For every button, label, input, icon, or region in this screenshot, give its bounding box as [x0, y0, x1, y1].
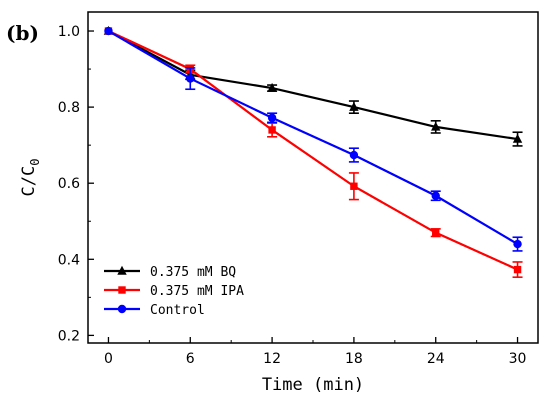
data-point	[513, 265, 522, 274]
data-point	[512, 133, 523, 143]
data-point	[350, 182, 358, 190]
data-point	[267, 113, 277, 122]
x-axis: 0 6 12 18 24 30	[104, 337, 526, 367]
data-point	[268, 126, 276, 134]
x-tick-label: 24	[427, 351, 445, 367]
data-point	[432, 228, 440, 237]
series-1	[103, 25, 523, 147]
data-point	[431, 191, 440, 200]
data-point	[349, 150, 359, 160]
series-3	[104, 26, 523, 252]
data-point	[513, 239, 522, 249]
legend-entry: Control	[104, 303, 205, 318]
y-tick-label: 0.6	[58, 176, 80, 192]
legend-entry: 0.375 mM BQ	[104, 265, 236, 280]
legend-label: 0.375 mM BQ	[150, 265, 236, 280]
y-tick-label: 0.4	[58, 252, 80, 268]
x-tick-label: 30	[509, 351, 527, 367]
series-layer	[103, 25, 523, 278]
x-tick-label: 6	[186, 351, 195, 367]
series-line	[107, 30, 519, 246]
y-axis-title-subscript: 0	[28, 159, 42, 166]
series-line	[107, 30, 518, 141]
legend-label: Control	[150, 303, 205, 318]
legend-label: 0.375 mM IPA	[150, 284, 244, 299]
y-axis: 0.2 0.4 0.6 0.8 1.0	[58, 24, 94, 344]
x-tick-label: 18	[345, 351, 363, 367]
y-tick-label: 1.0	[58, 24, 80, 40]
legend-entry: 0.375 mM IPA	[104, 284, 244, 299]
svg-text:C/C0: C/C0	[19, 159, 42, 197]
x-tick-label: 12	[263, 351, 281, 367]
data-point	[117, 265, 127, 275]
data-point	[431, 121, 441, 131]
data-point	[117, 304, 127, 314]
data-point	[267, 82, 277, 92]
data-point	[104, 26, 113, 36]
data-point	[186, 74, 195, 83]
x-tick-label: 0	[104, 351, 113, 367]
y-tick-label: 0.8	[58, 100, 80, 116]
data-point	[118, 286, 126, 294]
data-point	[349, 101, 359, 111]
series-line	[107, 30, 518, 271]
y-axis-title: C/C0	[19, 159, 42, 197]
legend: 0.375 mM BQ 0.375 mM IPA Control	[104, 265, 244, 318]
y-axis-title-main: C/C	[19, 166, 39, 197]
panel-label: (b)	[6, 21, 39, 45]
x-axis-title: Time (min)	[262, 375, 364, 395]
y-tick-label: 0.2	[58, 328, 80, 344]
